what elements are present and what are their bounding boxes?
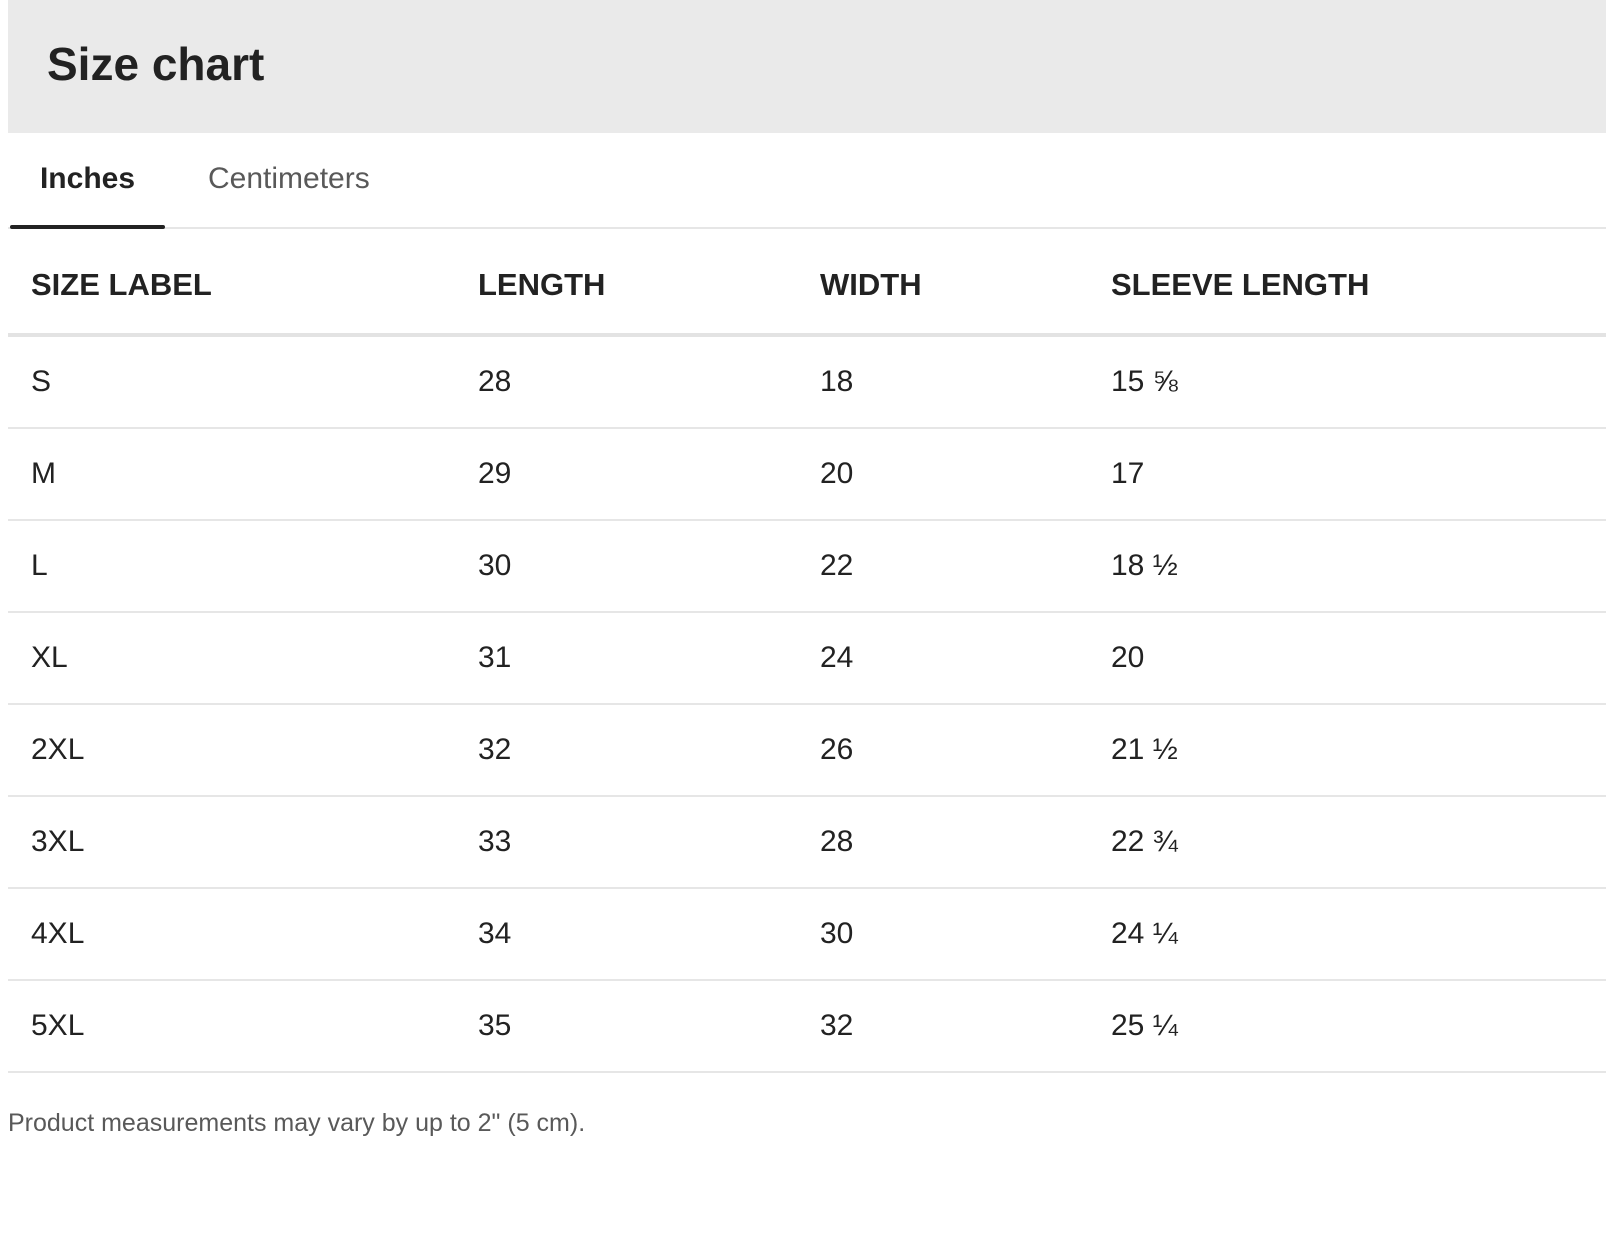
cell-length: 32 [478, 704, 820, 797]
cell-width: 24 [820, 612, 1111, 705]
cell-sleeve-length: 20 [1111, 612, 1606, 705]
page-title: Size chart [47, 38, 265, 90]
cell-length: 28 [478, 335, 820, 429]
table-row: S 28 18 15 ⅝ [8, 335, 1606, 429]
cell-size-label: 4XL [8, 888, 478, 981]
cell-sleeve-length: 21 ½ [1111, 704, 1606, 797]
cell-width: 32 [820, 980, 1111, 1073]
table-row: 5XL 35 32 25 ¼ [8, 980, 1606, 1073]
cell-length: 31 [478, 612, 820, 705]
cell-size-label: L [8, 520, 478, 613]
cell-width: 22 [820, 520, 1111, 613]
cell-length: 30 [478, 520, 820, 613]
cell-size-label: S [8, 335, 478, 429]
cell-length: 29 [478, 428, 820, 521]
table-row: M 29 20 17 [8, 428, 1606, 521]
tab-centimeters[interactable]: Centimeters [208, 162, 370, 195]
table-header-row: SIZE LABEL LENGTH WIDTH SLEEVE LENGTH [8, 237, 1606, 337]
column-header-length: LENGTH [478, 237, 820, 337]
cell-sleeve-length: 22 ¾ [1111, 796, 1606, 889]
table-row: XL 31 24 20 [8, 612, 1606, 705]
cell-width: 28 [820, 796, 1111, 889]
cell-length: 34 [478, 888, 820, 981]
cell-sleeve-length: 25 ¼ [1111, 980, 1606, 1073]
size-table: SIZE LABEL LENGTH WIDTH SLEEVE LENGTH S … [8, 237, 1606, 1073]
header-bar: Size chart [8, 0, 1606, 133]
cell-size-label: 3XL [8, 796, 478, 889]
tab-inches[interactable]: Inches [10, 133, 165, 229]
cell-sleeve-length: 17 [1111, 428, 1606, 521]
cell-width: 30 [820, 888, 1111, 981]
column-header-width: WIDTH [820, 237, 1111, 337]
table-row: L 30 22 18 ½ [8, 520, 1606, 613]
table-row: 4XL 34 30 24 ¼ [8, 888, 1606, 981]
column-header-size-label: SIZE LABEL [8, 237, 478, 337]
unit-tabs: Inches Centimeters [8, 133, 1606, 229]
cell-width: 18 [820, 335, 1111, 429]
cell-sleeve-length: 18 ½ [1111, 520, 1606, 613]
cell-size-label: 5XL [8, 980, 478, 1073]
table-row: 3XL 33 28 22 ¾ [8, 796, 1606, 889]
cell-size-label: XL [8, 612, 478, 705]
measurement-note: Product measurements may vary by up to 2… [8, 1109, 586, 1137]
cell-sleeve-length: 15 ⅝ [1111, 335, 1606, 429]
column-header-sleeve-length: SLEEVE LENGTH [1111, 237, 1606, 337]
cell-length: 35 [478, 980, 820, 1073]
cell-sleeve-length: 24 ¼ [1111, 888, 1606, 981]
table-row: 2XL 32 26 21 ½ [8, 704, 1606, 797]
cell-size-label: M [8, 428, 478, 521]
cell-width: 26 [820, 704, 1111, 797]
cell-length: 33 [478, 796, 820, 889]
cell-size-label: 2XL [8, 704, 478, 797]
cell-width: 20 [820, 428, 1111, 521]
